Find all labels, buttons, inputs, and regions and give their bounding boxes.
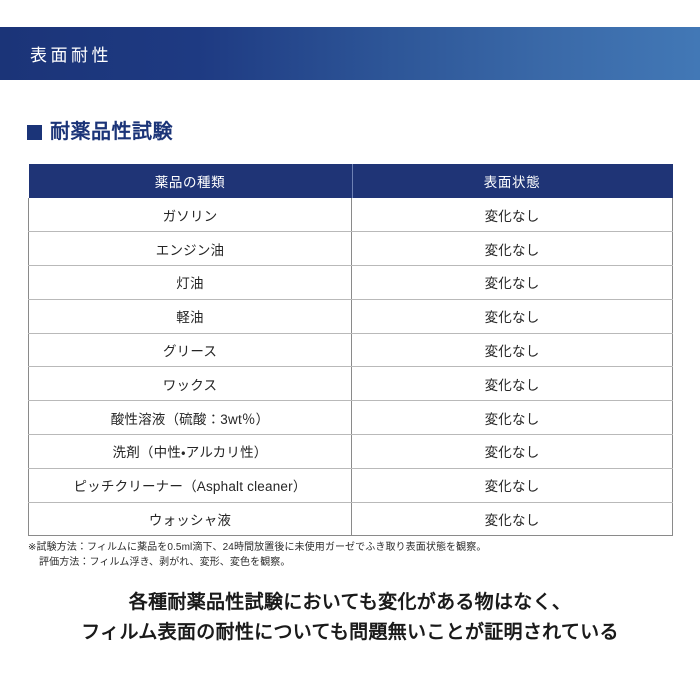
chemical-resistance-table: 薬品の種類 表面状態 ガソリン 変化なし エンジン油 変化なし 灯油 変化なし 軽油 変化なし…	[28, 164, 673, 537]
cell-chemical-type: 洗剤（中性・アルカリ性）	[28, 434, 352, 469]
table-header: 薬品の種類 表面状態	[28, 164, 673, 198]
section-heading: 耐薬品性試験	[27, 122, 173, 142]
table-row: ワックス 変化なし	[28, 366, 673, 402]
cell-chemical-type: グリース	[28, 333, 352, 368]
table-row: エンジン油 変化なし	[28, 231, 673, 267]
table-row: ウォッシャ液 変化なし	[28, 502, 673, 537]
cell-surface-condition: 変化なし	[351, 265, 673, 300]
cell-surface-condition: 変化なし	[351, 400, 673, 436]
cell-surface-condition: 変化なし	[351, 366, 673, 402]
cell-chemical-type: ワックス	[28, 366, 352, 402]
table-row: 洗剤（中性・アルカリ性） 変化なし	[28, 434, 673, 469]
column-header-chemical-type: 薬品の種類	[28, 164, 352, 198]
footnotes: ※試験方法：フィルムに薬品を0.5ml滴下、24時間放置後に未使用ガーゼでふき取…	[28, 540, 486, 570]
cell-chemical-type: 酸性溶液（硫酸：3wt％）	[28, 400, 352, 436]
conclusion-line-2: フィルム表面の耐性についても問題無いことが証明されている	[81, 622, 619, 643]
cell-surface-condition: 変化なし	[351, 198, 673, 233]
cell-chemical-type: ピッチクリーナー（Asphalt cleaner）	[28, 468, 352, 503]
table-row: グリース 変化なし	[28, 333, 673, 368]
cell-surface-condition: 変化なし	[351, 333, 673, 368]
table-row: ガソリン 変化なし	[28, 198, 673, 233]
footnote-evaluation-method: 評価方法：フィルム浮き、剥がれ、変形、変色を観察。	[39, 557, 291, 568]
table-header-row: 薬品の種類 表面状態	[28, 164, 673, 198]
cell-chemical-type: ウォッシャ液	[28, 502, 352, 537]
cell-chemical-type: ガソリン	[28, 198, 352, 233]
cell-surface-condition: 変化なし	[351, 468, 673, 503]
table-row: ピッチクリーナー（Asphalt cleaner） 変化なし	[28, 468, 673, 503]
page-title: 表面耐性	[30, 46, 112, 65]
cell-surface-condition: 変化なし	[351, 299, 673, 334]
conclusion-text: 各種耐薬品性試験においても変化がある物はなく、 フィルム表面の耐性についても問題…	[0, 588, 700, 648]
table-row: 酸性溶液（硫酸：3wt％） 変化なし	[28, 400, 673, 436]
page-header-banner: 表面耐性	[0, 27, 700, 80]
column-header-surface-condition: 表面状態	[351, 164, 673, 198]
cell-chemical-type: 灯油	[28, 265, 352, 300]
table-row: 灯油 変化なし	[28, 265, 673, 300]
filled-square-icon	[27, 124, 42, 140]
section-heading-label: 耐薬品性試験	[50, 121, 173, 143]
cell-surface-condition: 変化なし	[351, 231, 673, 267]
cell-surface-condition: 変化なし	[351, 434, 673, 469]
table-row: 軽油 変化なし	[28, 299, 673, 334]
cell-chemical-type: エンジン油	[28, 231, 352, 267]
cell-surface-condition: 変化なし	[351, 502, 673, 537]
cell-chemical-type: 軽油	[28, 299, 352, 334]
footnote-test-method: ※試験方法：フィルムに薬品を0.5ml滴下、24時間放置後に未使用ガーゼでふき取…	[28, 542, 487, 553]
table-body: ガソリン 変化なし エンジン油 変化なし 灯油 変化なし 軽油 変化なし グリース 変化なし ワック…	[28, 198, 673, 537]
conclusion-line-1: 各種耐薬品性試験においても変化がある物はなく、	[128, 592, 572, 613]
